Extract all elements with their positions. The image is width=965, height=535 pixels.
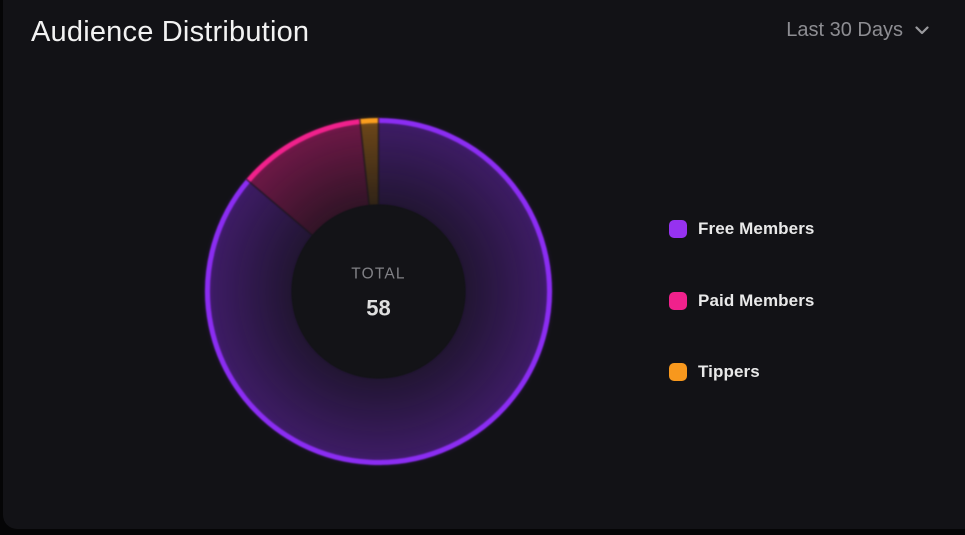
svg-text:TOTAL: TOTAL	[351, 266, 406, 283]
svg-text:58: 58	[366, 296, 390, 321]
